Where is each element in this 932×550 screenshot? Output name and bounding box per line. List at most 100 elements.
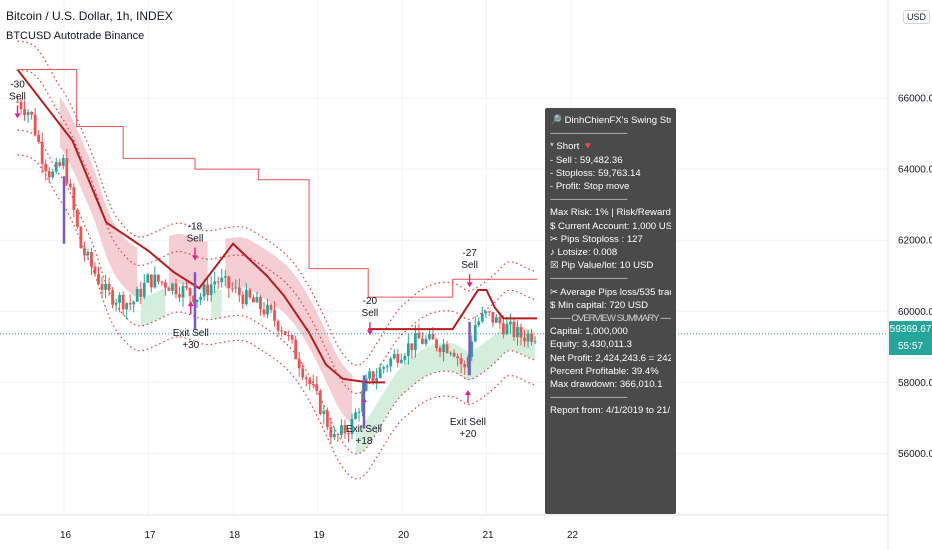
y-tick-label: 64000.00 [898,165,932,176]
info-line: Capital: 1,000,000 [550,326,628,338]
signal-label: +18 [355,436,372,447]
candle-body [68,183,72,188]
candle-body [470,341,474,357]
stop-boundary-line [17,69,538,298]
candle-body [86,252,90,256]
symbol-title[interactable]: Bitcoin / U.S. Dollar, 1h, INDEX [6,9,173,23]
y-tick-label: 66000.00 [898,94,932,105]
candle-body [61,157,65,166]
candle-body [505,324,509,335]
candle-body [160,281,164,283]
candle-body [139,288,143,297]
info-line: ♪ Lotsize: 0.008 [550,247,618,259]
candle-body [477,321,481,326]
candle-body [526,333,530,342]
candle-body [262,309,266,315]
candle-body [523,337,526,342]
candle-body [149,274,153,288]
candle-body [118,294,122,303]
exit-arrowhead-icon [464,390,471,396]
candle-body [185,286,188,288]
candle-body [519,327,523,338]
info-line: ----------------------------------- [550,273,628,285]
candle-body [266,304,269,315]
candle-body [502,323,505,335]
info-line: ----------------------------------- [550,392,628,404]
candle-body [142,282,146,297]
signal-label: -30 [10,79,25,90]
info-line: Max Risk: 1% | Risk/Reward: Move Stop [550,207,671,219]
candle-body [333,434,336,438]
candle-body [413,333,417,351]
candle-body [315,384,319,391]
info-line: ----------------------------------- [550,194,628,206]
candle-body [368,371,372,379]
info-line: ----------------------------------- [550,128,628,140]
info-line: --------- OVERVIEW SUMMARY --------- [550,313,671,325]
bear-cloud [225,237,353,425]
candle-body [449,352,452,354]
candle-body [378,368,382,379]
candle-body [484,311,488,314]
candle-body [23,109,26,115]
y-tick-label: 56000.00 [898,449,932,460]
candle-body [44,163,48,172]
bear-cloud [59,96,138,298]
candle-body [343,425,347,434]
candle-body [459,358,463,365]
signal-label: Exit Sell [173,328,209,339]
candle-body [121,294,125,310]
candle-body [354,412,357,419]
candle-body [480,313,484,322]
candle-body [241,294,245,305]
candle-body [51,171,55,178]
candle-body [128,303,132,305]
candle-body [146,274,150,283]
candle-body [276,320,280,331]
candle-body [512,321,516,338]
candle-body [100,284,104,290]
candle-body [509,321,512,325]
indicator-name[interactable]: BTCUSD Autotrade Binance [6,30,145,42]
upper-band-outer [17,40,536,366]
candle-body [357,411,361,413]
candle-body [435,339,438,348]
candle-body [340,425,343,435]
candle-body [311,384,315,386]
candle-body [79,226,83,249]
sell-arrowhead-icon [366,330,373,336]
candle-body [269,304,273,310]
candle-body [244,289,248,305]
signal-label: -20 [363,296,378,307]
trailing-stop-line [16,68,386,384]
candle-body [399,359,403,363]
signal-label: -27 [462,248,477,259]
candle-body [287,335,291,337]
candle-body [530,333,533,342]
countdown-tag: 55:57 [889,338,932,355]
candle-body [350,418,354,435]
candle-body [19,101,23,110]
candle-body [364,378,368,391]
candle-body [318,390,322,415]
candle-body [227,276,231,289]
candle-body [392,354,396,359]
candle-body [234,287,238,289]
candle-body [325,410,329,427]
candle-body [283,331,287,336]
signal-label: Sell [187,234,204,245]
sell-arrowhead-icon [466,282,473,288]
candle-body [47,171,51,178]
info-line: * Short 🔻 [550,141,594,153]
info-line: 🔎 DinhChienFX's Swing Strategy [550,115,671,126]
sell-arrowhead-icon [191,255,198,261]
candle-body [93,266,97,274]
x-tick-label: 22 [567,530,579,541]
info-line: - Sell : 59,482.36 [550,154,623,166]
info-line: Max drawdown: 366,010.1 [550,379,663,391]
strategy-info-panel: 🔎 DinhChienFX's Swing Strategy ----------… [545,108,676,514]
candle-body [297,359,301,369]
currency-badge[interactable]: USD [903,10,931,24]
